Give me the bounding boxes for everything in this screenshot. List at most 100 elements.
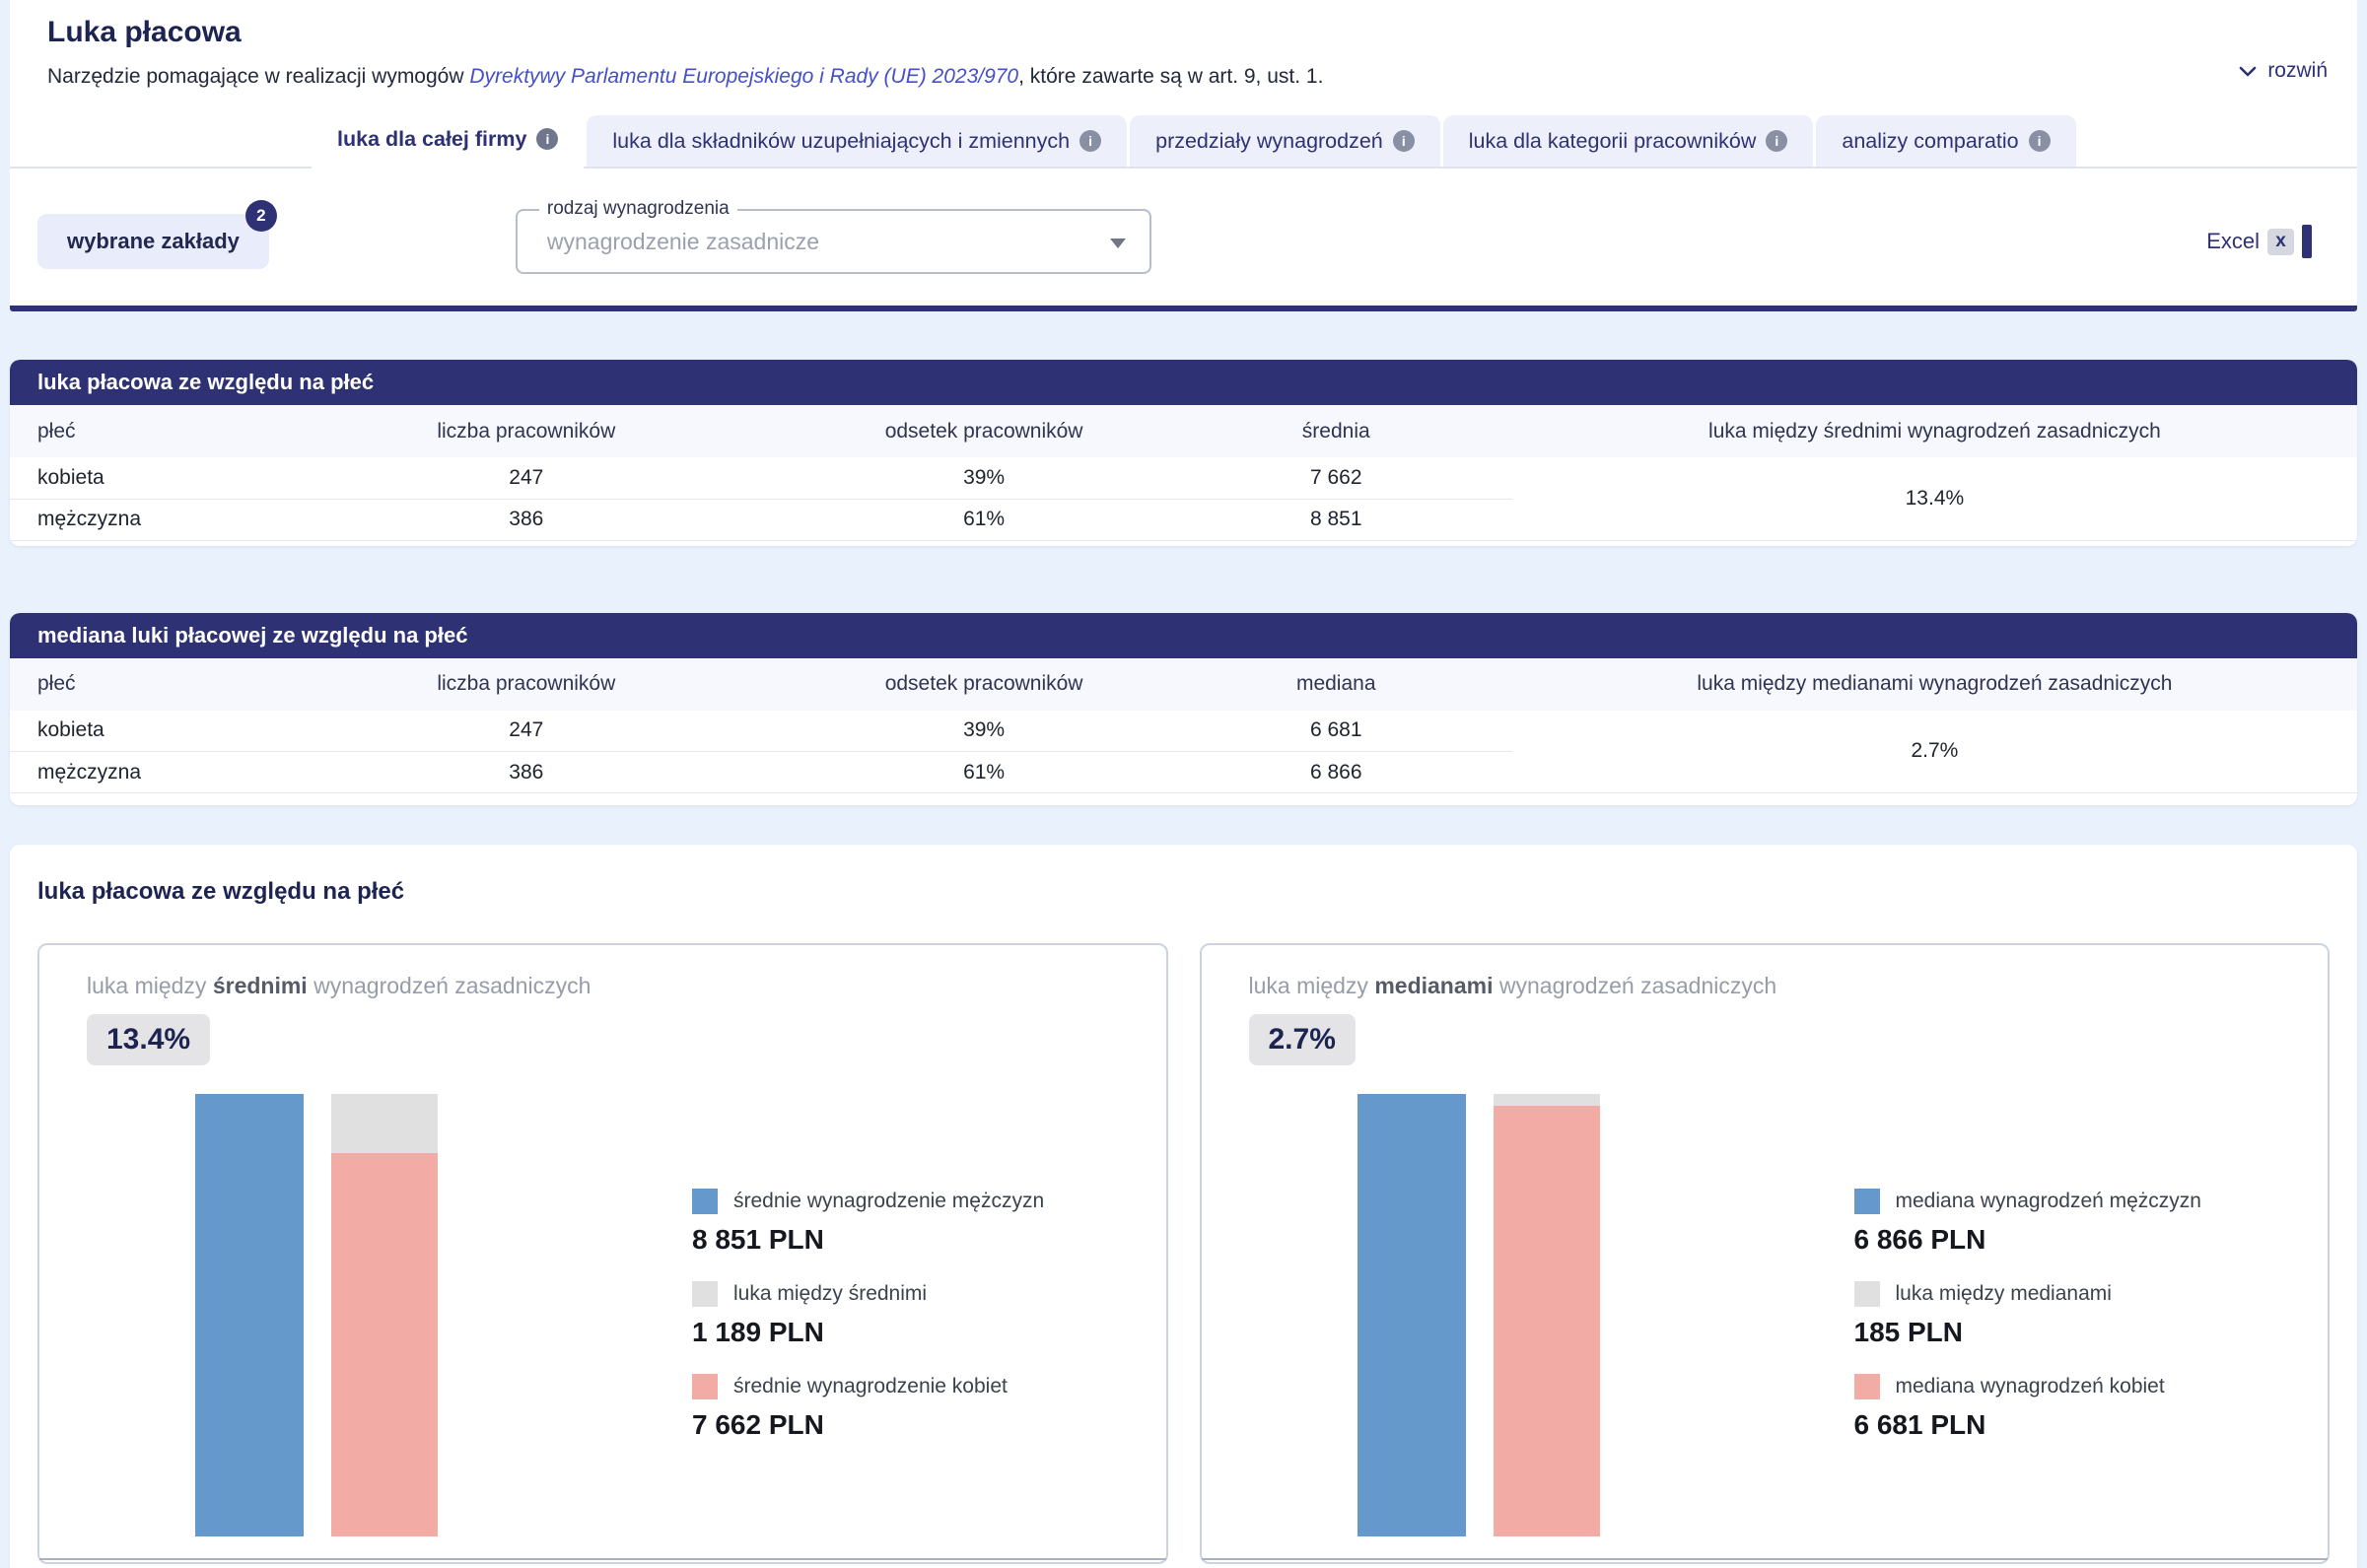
selected-plants-count-badge: 2 (244, 200, 277, 232)
legend-swatch-men (1853, 1189, 1880, 1214)
tab-label: analizy comparatio (1842, 128, 2019, 153)
tab-analizy-comparatio[interactable]: analizy comparatio i (1816, 115, 2076, 167)
tab-luka-dla-kategorii[interactable]: luka dla kategorii pracowników i (1442, 115, 1814, 167)
tab-label: luka dla kategorii pracowników (1468, 128, 1757, 153)
selected-plants-button[interactable]: wybrane zakłady 2 (37, 200, 277, 269)
cell-gap-value: 13.4% (1511, 457, 2357, 541)
col-odsetek: odsetek pracowników (807, 405, 1160, 457)
col-mediana: mediana (1159, 657, 1512, 711)
chart-legend: średnie wynagrodzenie mężczyzn 8 851 PLN… (692, 1189, 1044, 1466)
tab-luka-dla-skladnikow[interactable]: luka dla składników uzupełniających i zm… (587, 115, 1128, 167)
excel-label: Excel (2206, 229, 2260, 253)
table-row: mężczyzna 386 61% 8 851 (10, 499, 2357, 541)
table-row: kobieta 247 39% 7 662 13.4% (10, 457, 2357, 541)
gap-percent-badge: 13.4% (87, 1014, 211, 1065)
chart-legend: mediana wynagrodzeń mężczyzn 6 866 PLN l… (1853, 1189, 2202, 1466)
legend-item: średnie wynagrodzenie mężczyzn (692, 1189, 1044, 1214)
page-title: Luka płacowa (47, 16, 242, 48)
bar-segment-gap (331, 1094, 438, 1153)
tab-luka-dla-calej-firmy[interactable]: luka dla całej firmy i (312, 109, 585, 169)
legend-value: 1 189 PLN (692, 1317, 824, 1347)
median-gap-table: płeć liczba pracowników odsetek pracowni… (10, 657, 2357, 793)
info-icon[interactable]: i (2028, 130, 2051, 152)
tab-przedzialy-wynagrodzen[interactable]: przedziały wynagrodzeń i (1130, 115, 1440, 167)
avg-gap-table: płeć liczba pracowników odsetek pracowni… (10, 405, 2357, 541)
tab-label: luka dla całej firmy (337, 126, 527, 151)
info-icon[interactable]: i (1079, 130, 1102, 152)
charts-section: luka płacowa ze względu na płeć luka mię… (10, 845, 2357, 1568)
excel-export-button[interactable]: Excel x (2206, 225, 2312, 258)
table-title-bar: luka płacowa ze względu na płeć (10, 360, 2357, 405)
expand-toggle[interactable]: rozwiń (2236, 59, 2328, 83)
median-gap-table-card: mediana luki płacowej ze względu na płeć… (10, 612, 2357, 805)
cell-liczba: 386 (244, 499, 808, 541)
col-srednia: średnia (1159, 405, 1512, 457)
chart-title-bold: średnimi (212, 973, 308, 998)
page-header: Luka płacowa Narzędzie pomagające w real… (10, 0, 2357, 311)
cell-odsetek: 61% (807, 751, 1160, 793)
bar-segment-women (331, 1153, 438, 1536)
cell-plec: kobieta (10, 710, 245, 752)
bar-women-stack (1493, 1094, 1600, 1536)
info-icon[interactable]: i (536, 128, 559, 150)
bar-men (195, 1094, 304, 1536)
chart-title-prefix: luka między (87, 973, 213, 998)
cell-plec: mężczyzna (10, 499, 245, 541)
expand-label: rozwiń (2267, 59, 2328, 82)
selected-plants-label: wybrane zakłady (67, 229, 240, 253)
col-plec: płeć (10, 405, 245, 457)
charts-heading: luka płacowa ze względu na płeć (37, 878, 405, 905)
legend-swatch-women (692, 1374, 718, 1399)
legend-item: luka między medianami (1853, 1281, 2202, 1307)
legend-swatch-men (692, 1189, 718, 1214)
table-header-row: płeć liczba pracowników odsetek pracowni… (10, 405, 2357, 457)
chevron-down-icon (2240, 66, 2257, 77)
chart-title: luka między medianami wynagrodzeń zasadn… (1249, 973, 1777, 999)
table-header-row: płeć liczba pracowników odsetek pracowni… (10, 657, 2357, 711)
gap-percent-badge: 2.7% (1248, 1014, 1356, 1065)
table-row: kobieta 247 39% 6 681 2.7% (10, 710, 2357, 793)
cell-plec: kobieta (10, 457, 245, 500)
col-plec: płeć (10, 657, 245, 711)
info-icon[interactable]: i (1766, 130, 1788, 152)
chart-title-prefix: luka między (1248, 973, 1375, 998)
bar-segment-gap (1493, 1094, 1600, 1106)
legend-value: 185 PLN (1853, 1317, 1964, 1347)
filter-row: wybrane zakłady 2 rodzaj wynagrodzenia w… (37, 198, 2312, 281)
legend-label: średnie wynagrodzenie kobiet (733, 1375, 1008, 1398)
legend-item: mediana wynagrodzeń mężczyzn (1853, 1189, 2202, 1214)
salary-type-select[interactable]: rodzaj wynagrodzenia wynagrodzenie zasad… (515, 198, 1151, 274)
table-row: mężczyzna 386 61% 6 866 (10, 751, 2357, 793)
legend-label: luka między medianami (1895, 1282, 2112, 1305)
subtitle-text: Narzędzie pomagające w realizacji wymogó… (47, 65, 470, 88)
info-icon[interactable]: i (1392, 130, 1415, 152)
legend-value: 7 662 PLN (692, 1409, 824, 1440)
excel-file-icon-spine (2302, 225, 2312, 258)
chart-title-suffix: wynagrodzeń zasadniczych (307, 973, 592, 998)
cell-liczba: 247 (244, 710, 808, 752)
col-liczba: liczba pracowników (244, 657, 808, 711)
avg-gap-chart-card: luka między średnimi wynagrodzeń zasadni… (37, 943, 1168, 1564)
median-gap-chart-card: luka między medianami wynagrodzeń zasadn… (1199, 943, 2330, 1564)
tab-label: przedziały wynagrodzeń (1155, 128, 1383, 153)
table-title-bar: mediana luki płacowej ze względu na płeć (10, 612, 2357, 658)
legend-value: 6 866 PLN (1853, 1224, 1986, 1255)
col-luka: luka między średnimi wynagrodzeń zasadni… (1511, 405, 2357, 457)
cell-odsetek: 39% (807, 710, 1160, 752)
cell-gap-value: 2.7% (1511, 710, 2357, 793)
col-odsetek: odsetek pracowników (807, 657, 1160, 711)
col-luka: luka między medianami wynagrodzeń zasadn… (1511, 657, 2357, 711)
directive-link[interactable]: Dyrektywy Parlamentu Europejskiego i Rad… (469, 65, 1019, 88)
cell-mediana: 6 681 (1159, 710, 1512, 752)
bar-men (1357, 1094, 1466, 1536)
legend-value: 8 851 PLN (692, 1224, 824, 1255)
chart-title: luka między średnimi wynagrodzeń zasadni… (87, 973, 591, 999)
legend-item: mediana wynagrodzeń kobiet (1853, 1374, 2202, 1399)
legend-label: mediana wynagrodzeń mężczyzn (1895, 1190, 2202, 1212)
subtitle-text-suffix: , które zawarte są w art. 9, ust. 1. (1018, 65, 1324, 88)
bar-segment-women (1493, 1106, 1600, 1536)
cell-plec: mężczyzna (10, 751, 245, 793)
excel-file-icon: x (2267, 228, 2294, 255)
legend-item: luka między średnimi (692, 1281, 1044, 1307)
legend-swatch-gap (692, 1281, 718, 1307)
